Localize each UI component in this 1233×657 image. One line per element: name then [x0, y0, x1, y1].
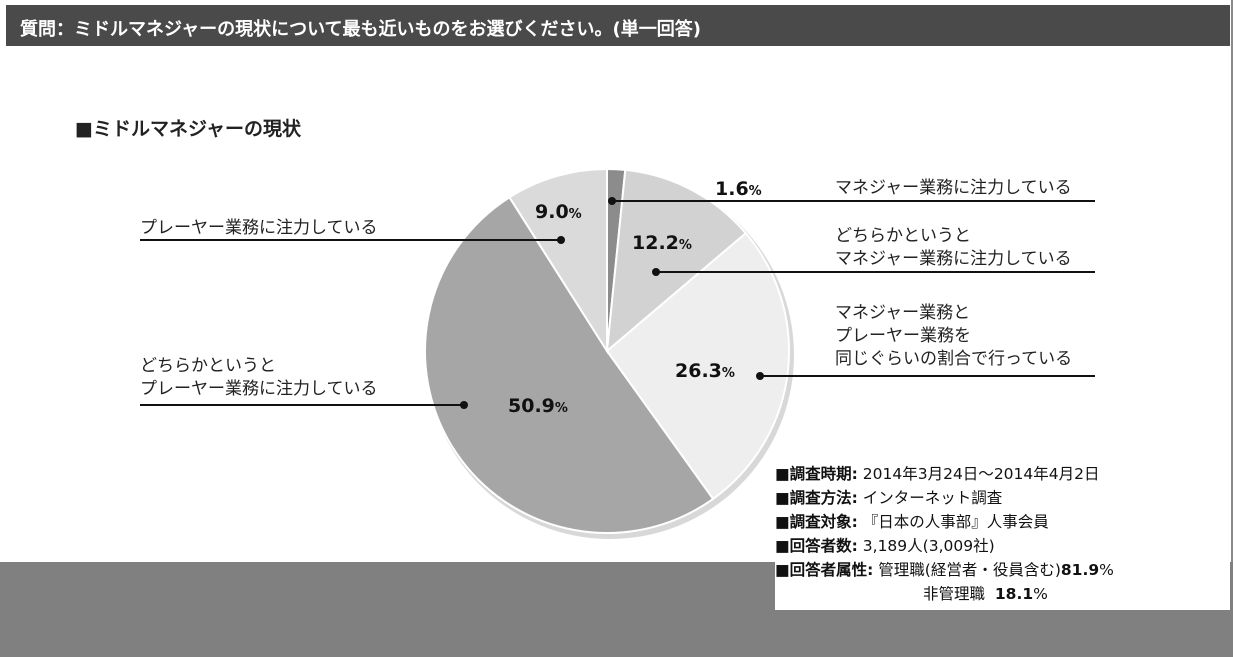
survey-target-row: ■調査対象: 『日本の人事部』人事会員: [775, 513, 1049, 531]
category-label-4-line-2: プレーヤー業務に注力している: [140, 379, 378, 399]
leader-dot-1: [608, 197, 616, 205]
survey-attribute-row: ■回答者属性: 管理職(経営者・役員含む)81.9%: [775, 561, 1114, 579]
chart-title: ■ミドルマネジャーの現状: [75, 118, 302, 140]
survey-period-row: ■調査時期: 2014年3月24日～2014年4月2日: [775, 465, 1100, 483]
pct-label-2: 12.2%: [632, 232, 692, 254]
pie-slice-3: [605, 231, 790, 501]
category-label-3-line-2: プレーヤー業務を: [835, 326, 971, 346]
leader-dot-5: [557, 236, 565, 244]
category-label-2-line-1: どちらかというと: [835, 226, 971, 246]
survey-respondents-row: ■回答者数: 3,189人(3,009社): [775, 537, 995, 555]
chart-canvas: 質問：ミドルマネジャーの現状について最も近いものをお選びください。(単一回答) …: [0, 0, 1233, 562]
pie-slice-4: [424, 195, 715, 534]
leader-dot-4: [460, 401, 468, 409]
category-label-3-line-3: 同じぐらいの割合で行っている: [835, 349, 1072, 369]
category-label-4-line-1: どちらかというと: [140, 356, 276, 376]
survey-method-row: ■調査方法: インターネット調査: [775, 489, 1003, 507]
question-text: 質問：ミドルマネジャーの現状について最も近いものをお選びください。(単一回答): [20, 19, 702, 40]
question-header: 質問：ミドルマネジャーの現状について最も近いものをお選びください。(単一回答): [6, 5, 1230, 46]
leader-dot-3: [756, 372, 764, 380]
pie-slice-5: [508, 167, 608, 355]
category-label-1-line-1: マネジャー業務に注力している: [835, 178, 1072, 198]
survey-info: ■調査時期: 2014年3月24日～2014年4月2日 ■調査方法: インターネ…: [775, 462, 1230, 610]
category-label-5-line-1: プレーヤー業務に注力している: [140, 218, 378, 238]
pct-label-1: 1.6%: [715, 178, 762, 200]
leader-dot-2: [652, 268, 660, 276]
category-label-3-line-1: マネジャー業務と: [835, 303, 970, 323]
pie-slice-2: [605, 168, 748, 354]
pct-label-3: 26.3%: [675, 360, 735, 382]
pct-label-5: 9.0%: [535, 201, 582, 223]
survey-attribute-row-2: 非管理職 18.1%: [923, 585, 1048, 603]
category-label-2-line-2: マネジャー業務に注力している: [835, 249, 1072, 269]
pct-label-4: 50.9%: [508, 395, 568, 417]
